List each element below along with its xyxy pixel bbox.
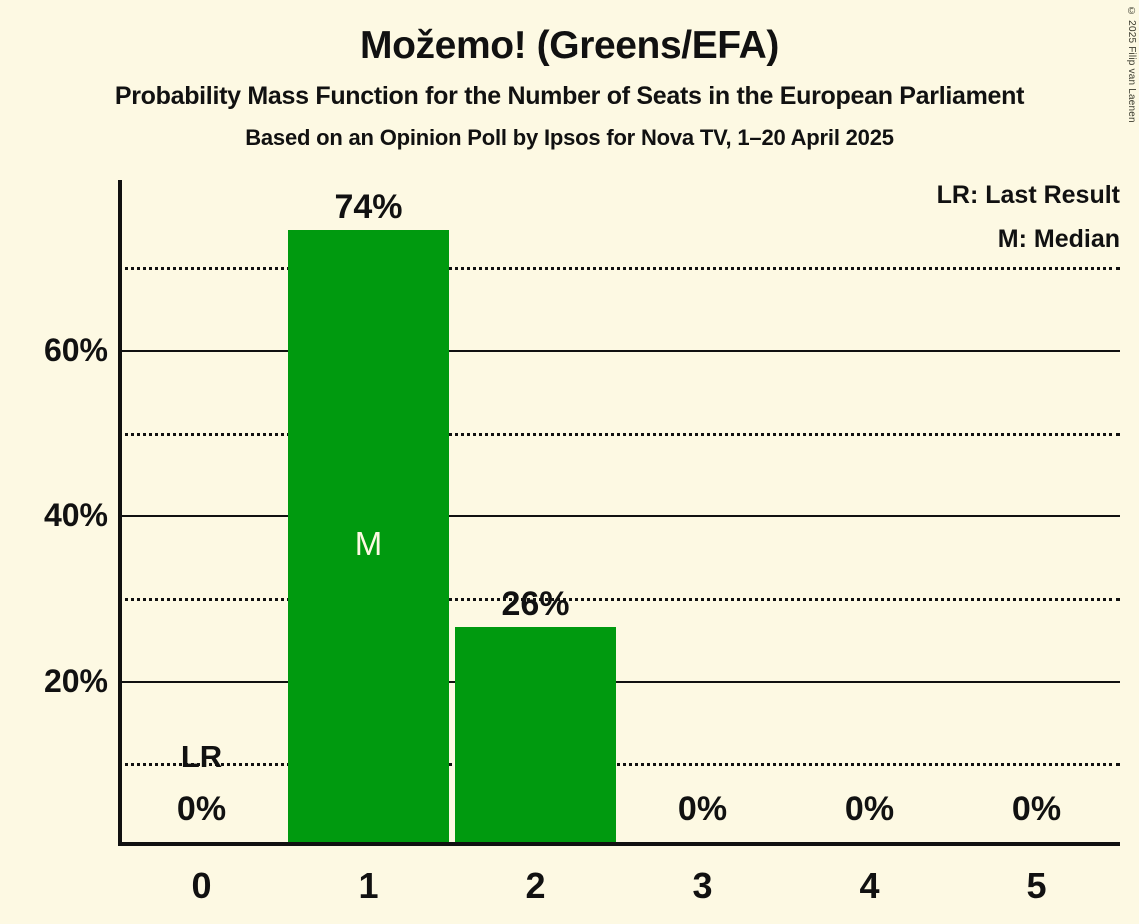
bar-seats-1[interactable]: M [288,230,449,842]
x-axis-line [118,842,1120,846]
chart-header: Možemo! (Greens/EFA) Probability Mass Fu… [0,0,1139,149]
value-label-seats-5: 0% [1011,790,1062,828]
y-axis-tick-60: 60% [43,331,108,368]
x-axis-tick-5: 5 [1026,865,1047,906]
value-label-seats-0: 0% [176,790,227,828]
value-label-seats-2: 26% [501,584,570,623]
y-axis-line [118,180,122,846]
x-axis-tick-2: 2 [525,865,546,906]
gridline-30 [118,597,1120,601]
gridline-50 [118,432,1120,436]
last-result-marker: LR [180,739,223,775]
plot-area: M [118,180,1120,846]
value-label-seats-1: 74% [334,188,403,227]
chart-legend: LR: Last Result M: Median [937,183,1120,252]
y-axis-tick-40: 40% [43,497,108,534]
x-axis-tick-3: 3 [692,865,713,906]
x-axis-tick-0: 0 [191,865,212,906]
bar-seats-2[interactable] [455,626,616,842]
page-title: Možemo! (Greens/EFA) [360,24,779,67]
gridline-20 [118,680,1120,683]
legend-item-last-result: LR: Last Result [936,181,1120,209]
x-axis-tick-4: 4 [859,865,880,906]
chart-source-line: Based on an Opinion Poll by Ipsos for No… [245,125,894,151]
value-label-seats-3: 0% [677,790,728,828]
legend-item-median: M: Median [997,225,1120,253]
copyright-notice: © 2025 Filip van Laenen [1126,6,1137,123]
gridline-60 [118,349,1120,352]
y-axis-tick-20: 20% [43,662,108,699]
value-label-seats-4: 0% [844,790,895,828]
median-marker: M [354,525,383,563]
chart-subtitle: Probability Mass Function for the Number… [114,81,1025,110]
gridline-70 [118,267,1120,271]
x-axis-tick-1: 1 [358,865,379,906]
gridline-40 [118,515,1120,518]
gridline-10 [118,763,1120,767]
